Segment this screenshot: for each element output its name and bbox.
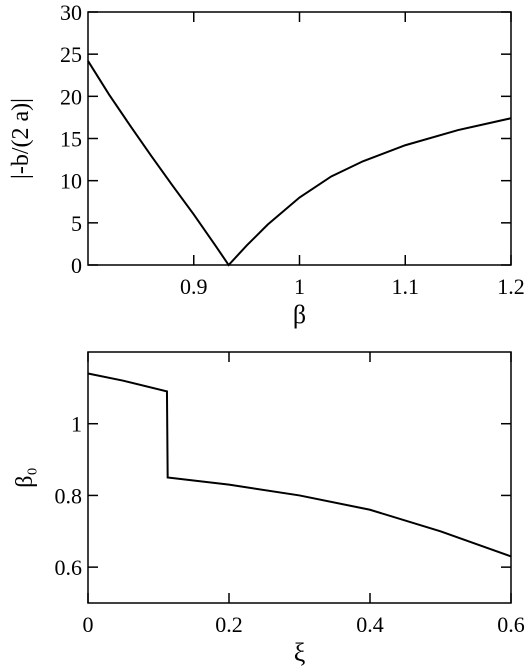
x-tick-label: 1	[294, 274, 305, 299]
y-tick-label: 15	[60, 127, 82, 152]
x-tick-label: 1.2	[497, 274, 525, 299]
x-tick-label: 0	[83, 612, 94, 637]
x-tick-label: 0.2	[215, 612, 243, 637]
plot-frame	[87, 351, 512, 604]
y-tick-label: 1	[71, 412, 82, 437]
x-tick-label: 0.9	[180, 274, 208, 299]
y-tick-label: 0	[71, 253, 82, 278]
y-axis-label: |-b/(2 a)|	[8, 98, 34, 179]
y-tick-label: 0.6	[55, 555, 83, 580]
x-axis-label: β	[293, 300, 306, 329]
y-tick-label: 0.8	[55, 483, 83, 508]
y-tick-label: 5	[71, 211, 82, 236]
line-series	[87, 60, 512, 267]
plot-frame	[87, 11, 512, 266]
x-tick-label: 0.6	[497, 612, 525, 637]
x-axis-label: ξ	[294, 638, 306, 667]
x-tick-label: 1.1	[392, 274, 420, 299]
line-series	[87, 372, 512, 558]
x-tick-label: 0.4	[356, 612, 384, 637]
y-tick-label: 20	[60, 84, 82, 109]
y-tick-label: 10	[60, 169, 82, 194]
y-axis-label: β₀	[12, 467, 38, 488]
y-tick-label: 25	[60, 42, 82, 67]
y-tick-label: 30	[60, 0, 82, 25]
